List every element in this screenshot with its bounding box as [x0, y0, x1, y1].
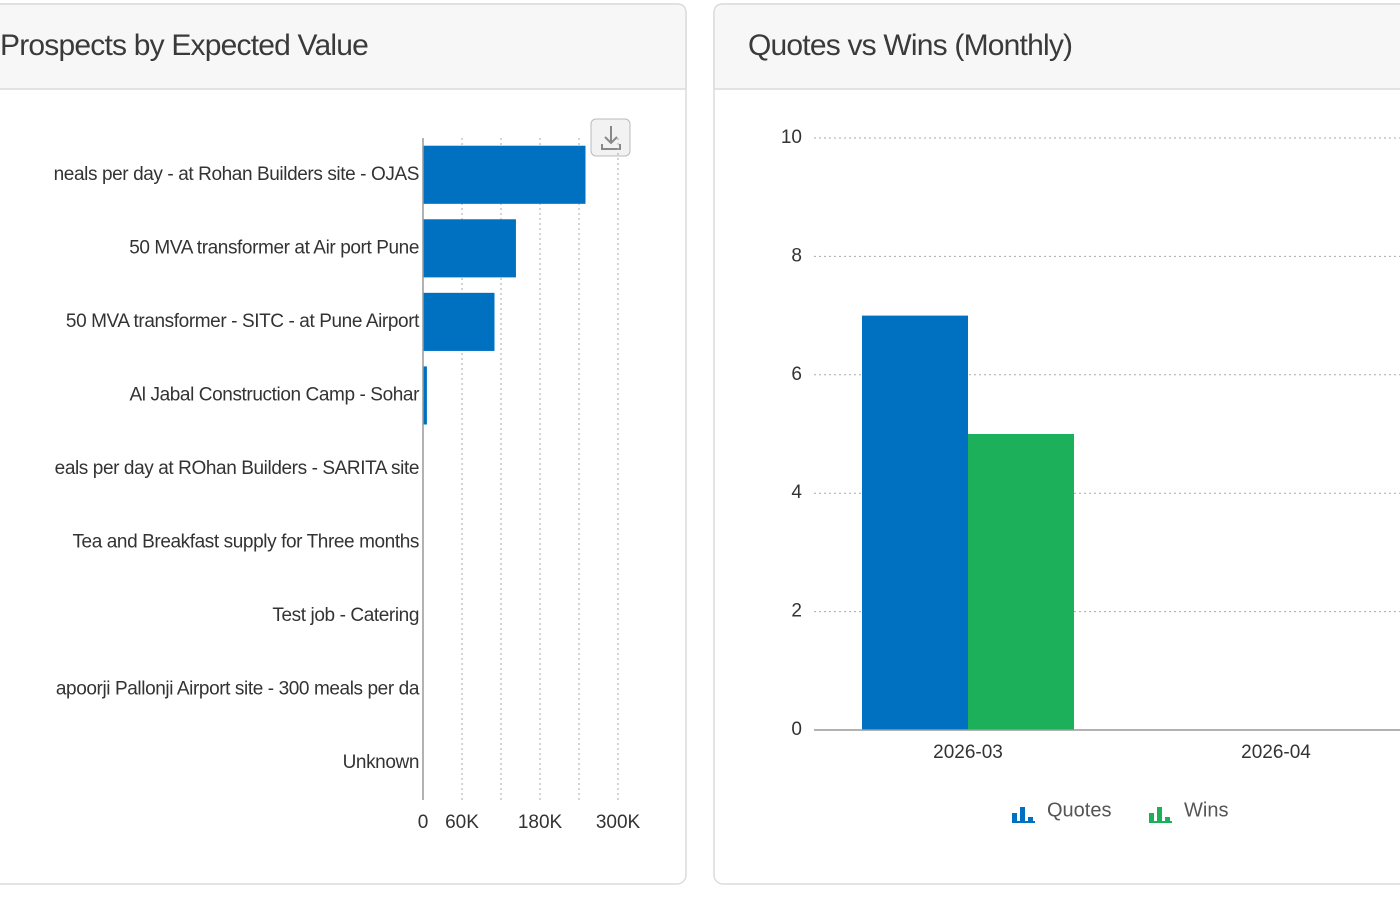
y-tick-label: 50 MVA transformer at Air port Pune [129, 237, 419, 258]
y-tick-label: 6 [791, 364, 802, 385]
download-button[interactable] [590, 118, 631, 157]
y-tick-label: 8 [791, 245, 802, 266]
legend-icon [1149, 813, 1154, 821]
y-tick-label: 0 [791, 719, 802, 740]
bar [423, 366, 427, 425]
bar [423, 145, 586, 204]
y-tick-label: Unknown [343, 752, 419, 773]
y-tick-label: Al Jabal Construction Camp - Sohar [130, 384, 421, 405]
x-tick-label: 2026-03 [933, 742, 1003, 763]
y-tick-label: neals per day - at Rohan Builders site -… [54, 164, 419, 185]
chart-title: Quotes vs Wins (Monthly) [748, 29, 1072, 62]
y-tick-label: apoorji Pallonji Airport site - 300 meal… [56, 679, 420, 700]
x-tick-label: 2026-04 [1241, 742, 1311, 763]
card-header [0, 3, 687, 90]
legend-label: Quotes [1047, 799, 1111, 821]
y-tick-label: Test job - Catering [272, 605, 419, 626]
chart-title: Prospects by Expected Value [0, 29, 368, 62]
bar [423, 219, 516, 278]
bar [862, 315, 968, 730]
x-tick-label: 180K [518, 812, 563, 833]
card-header [713, 3, 1400, 90]
legend-icon [1012, 821, 1035, 823]
y-tick-label: 2 [791, 601, 802, 622]
x-tick-label: 300K [596, 812, 641, 833]
y-tick-label: eals per day at ROhan Builders - SARITA … [55, 458, 419, 479]
download-icon[interactable] [601, 126, 621, 150]
y-tick-label: 50 MVA transformer - SITC - at Pune Airp… [66, 311, 420, 332]
bar [968, 434, 1074, 730]
legend-icon [1165, 817, 1170, 821]
x-tick-label: 0 [418, 812, 429, 833]
y-tick-label: 4 [791, 482, 802, 503]
legend-item: Wins [1149, 799, 1228, 823]
y-tick-label: 10 [781, 127, 802, 148]
legend-icon [1157, 807, 1162, 821]
legend-item: Quotes [1012, 799, 1111, 823]
bar [423, 292, 495, 351]
legend-icon [1028, 817, 1033, 821]
legend-label: Wins [1184, 799, 1228, 821]
x-tick-label: 60K [445, 812, 479, 833]
legend-icon [1020, 807, 1025, 821]
legend-icon [1012, 813, 1017, 821]
y-tick-label: Tea and Breakfast supply for Three month… [72, 532, 419, 553]
legend-icon [1149, 821, 1172, 823]
